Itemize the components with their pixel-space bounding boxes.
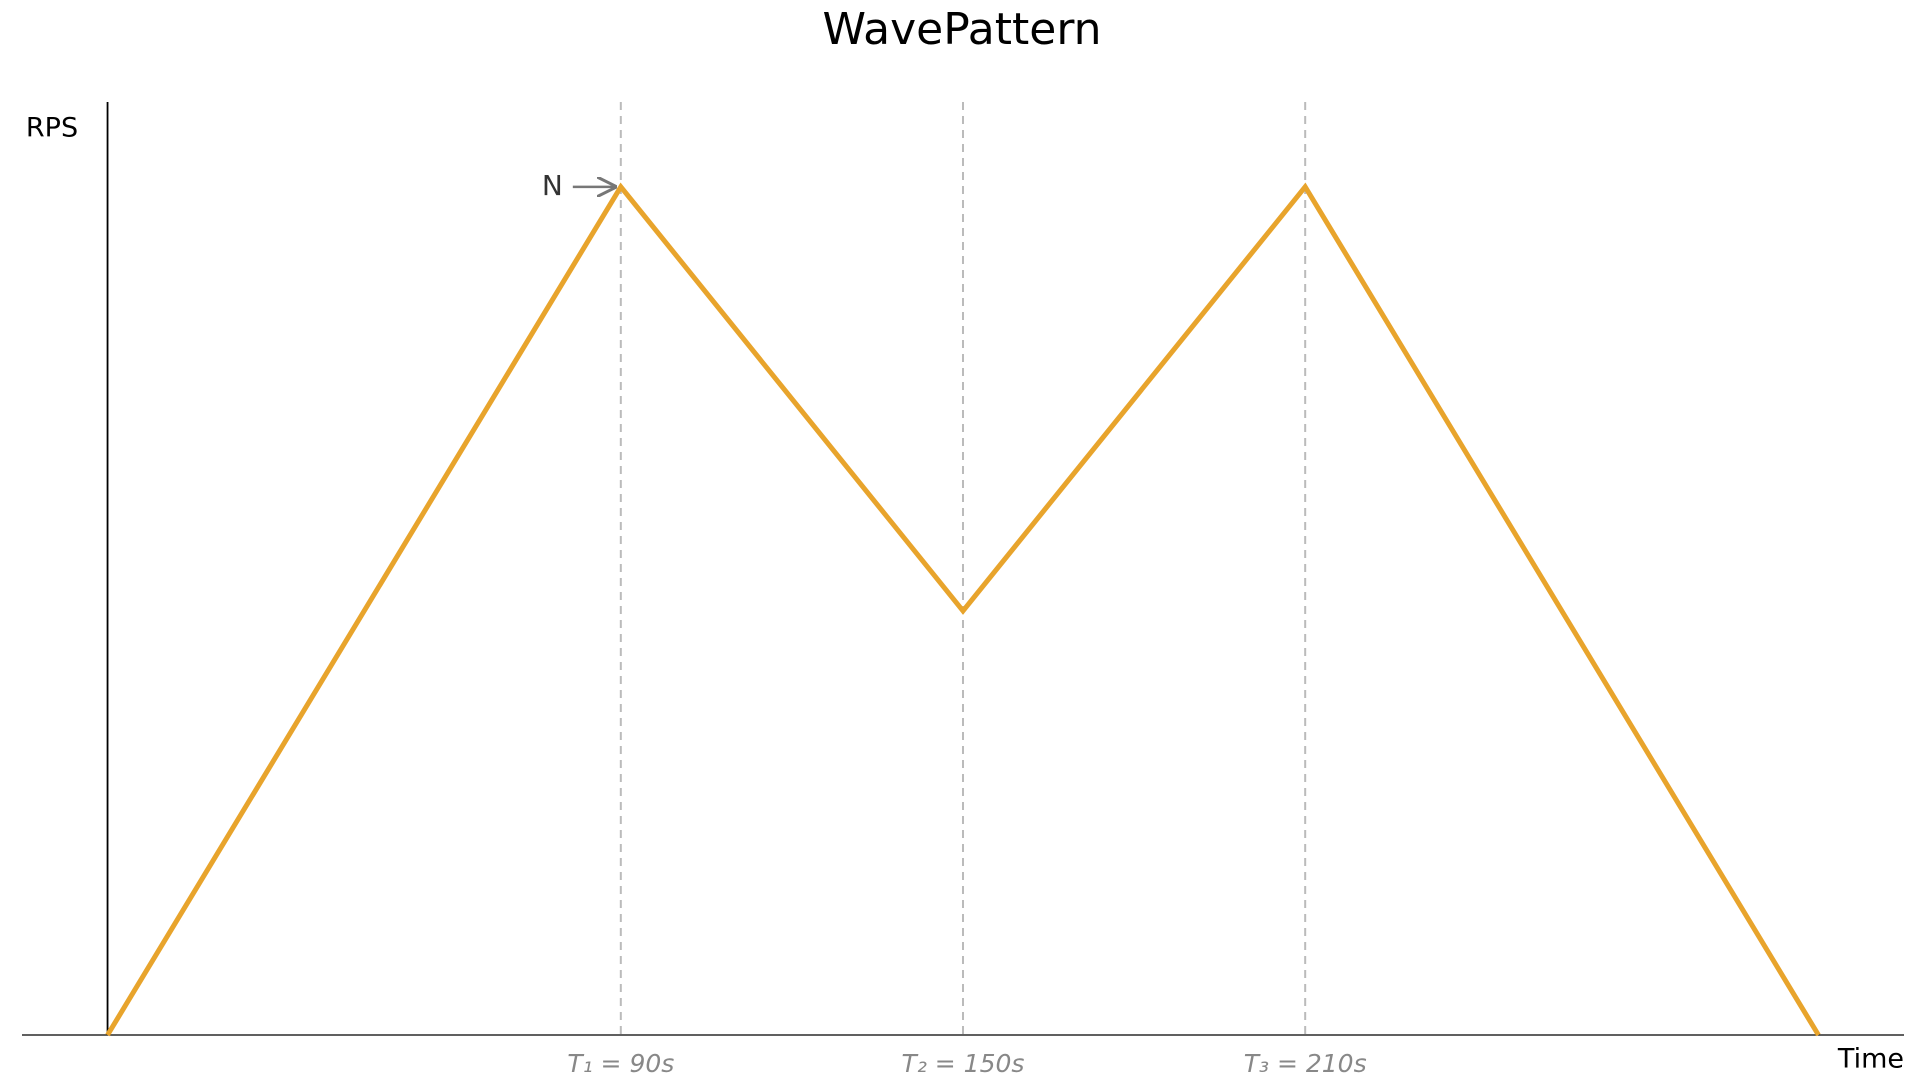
y-axis-label: RPS	[26, 113, 78, 144]
x-tick-label: T₃ = 210s	[1244, 1049, 1367, 1078]
x-tick-label: T₁ = 90s	[567, 1049, 674, 1078]
x-axis-label: Time	[1837, 1044, 1904, 1075]
annotation: N	[542, 169, 563, 202]
chart-title: WavePattern	[822, 4, 1101, 55]
line-series	[105, 182, 1821, 1037]
x-tick-label: T₂ = 150s	[902, 1049, 1025, 1078]
